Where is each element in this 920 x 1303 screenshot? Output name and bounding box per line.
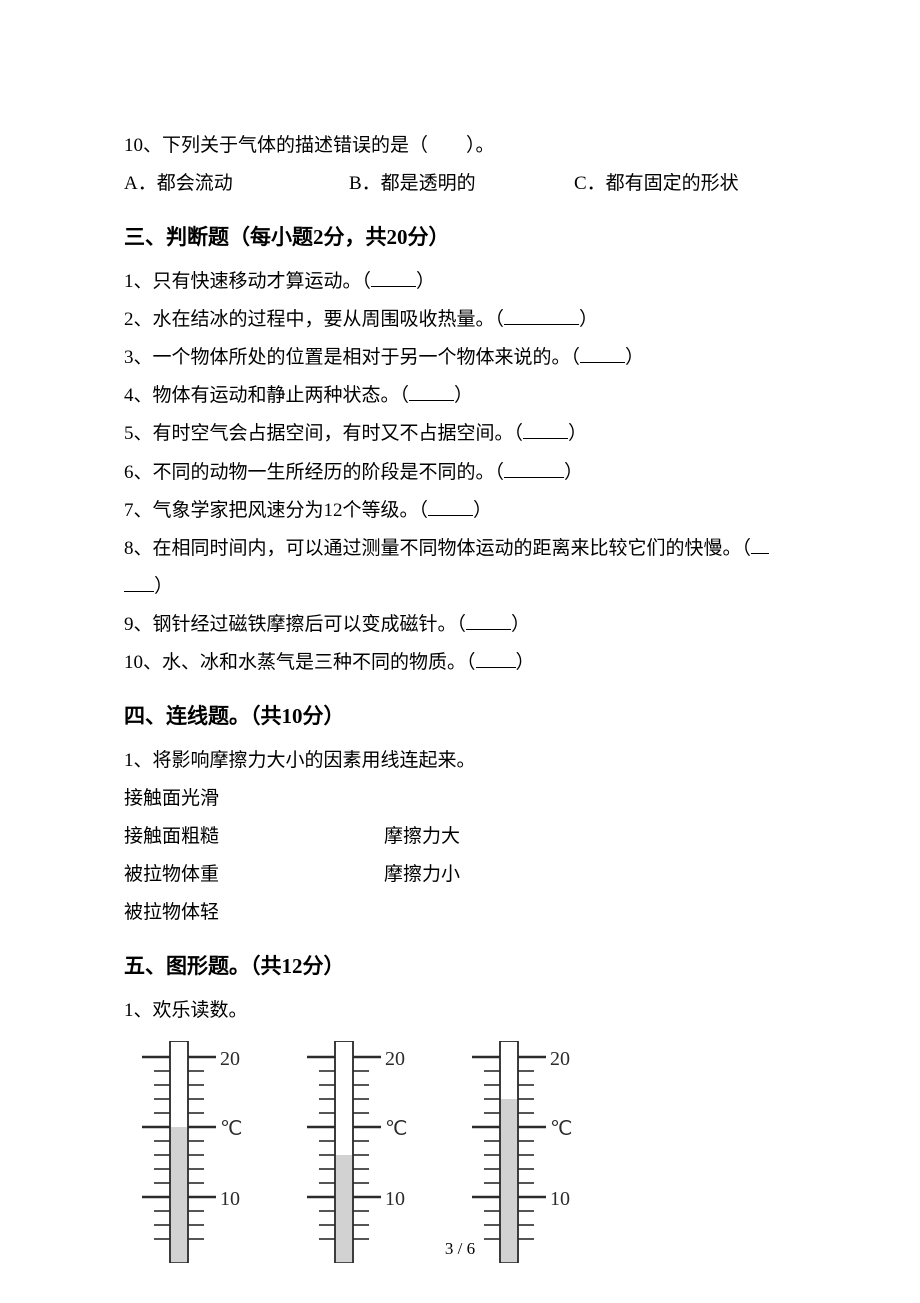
judge-4: 4、物体有运动和静止两种状态。（ ） <box>124 378 796 414</box>
document-page: 10、下列关于气体的描述错误的是（ ）。 A．都会流动 B．都是透明的 C．都有… <box>0 0 920 1303</box>
blank <box>751 534 769 554</box>
blank <box>371 267 416 287</box>
judge-1: 1、只有快速移动才算运动。（ ） <box>124 264 796 300</box>
blank <box>428 496 473 516</box>
judge-3-text-a: 3、一个物体所处的位置是相对于另一个物体来说的。（ <box>124 347 580 368</box>
judge-4-text-a: 4、物体有运动和静止两种状态。（ <box>124 385 409 406</box>
judge-1-text-a: 1、只有快速移动才算运动。（ <box>124 271 371 292</box>
judge-8-cont: ） <box>124 569 796 605</box>
match-row: 接触面光滑 <box>124 781 796 817</box>
judge-8: 8、在相同时间内，可以通过测量不同物体运动的距离来比较它们的快慢。（ <box>124 531 796 567</box>
section-5-heading: 五、图形题。（共12分） <box>124 947 796 987</box>
match-right-0: 摩擦力大 <box>384 819 796 855</box>
match-left-1: 接触面粗糙 <box>124 819 384 855</box>
judge-1-text-b: ） <box>416 271 435 292</box>
figure-prompt: 1、欢乐读数。 <box>124 993 796 1029</box>
svg-text:20: 20 <box>220 1048 240 1070</box>
judge-10-text-a: 10、水、冰和水蒸气是三种不同的物质。（ <box>124 652 476 673</box>
blank <box>504 458 564 478</box>
section-3-heading: 三、判断题（每小题2分，共20分） <box>124 218 796 258</box>
judge-6: 6、不同的动物一生所经历的阶段是不同的。（ ） <box>124 455 796 491</box>
svg-text:℃: ℃ <box>550 1118 572 1140</box>
thermometer-figures: 20 ℃ 10 20 ℃ 10 20 ℃ 10 <box>124 1041 796 1263</box>
svg-text:10: 10 <box>385 1188 405 1210</box>
question-10-options: A．都会流动 B．都是透明的 C．都有固定的形状 <box>124 166 796 202</box>
option-a: A．都会流动 <box>124 166 349 202</box>
match-right-1: 摩擦力小 <box>384 857 796 893</box>
judge-3-text-b: ） <box>625 347 644 368</box>
match-left-2: 被拉物体重 <box>124 857 384 893</box>
judge-10: 10、水、冰和水蒸气是三种不同的物质。（ ） <box>124 645 796 681</box>
question-10-text: 10、下列关于气体的描述错误的是（ ）。 <box>124 128 796 164</box>
judge-10-text-b: ） <box>516 652 535 673</box>
blank <box>476 648 516 668</box>
judge-5-text-a: 5、有时空气会占据空间，有时又不占据空间。（ <box>124 423 523 444</box>
match-row: 被拉物体轻 <box>124 895 796 931</box>
svg-text:10: 10 <box>220 1188 240 1210</box>
judge-3: 3、一个物体所处的位置是相对于另一个物体来说的。（ ） <box>124 340 796 376</box>
judge-9: 9、钢针经过磁铁摩擦后可以变成磁针。（ ） <box>124 607 796 643</box>
judge-2-text-b: ） <box>579 309 598 330</box>
match-left-3: 被拉物体轻 <box>124 895 384 931</box>
option-c: C．都有固定的形状 <box>574 166 796 202</box>
match-prompt: 1、将影响摩擦力大小的因素用线连起来。 <box>124 743 796 779</box>
blank <box>504 305 579 325</box>
judge-5: 5、有时空气会占据空间，有时又不占据空间。（ ） <box>124 416 796 452</box>
judge-8-text-b: ） <box>154 576 173 597</box>
judge-6-text-a: 6、不同的动物一生所经历的阶段是不同的。（ <box>124 462 504 483</box>
judge-6-text-b: ） <box>564 462 583 483</box>
section-4-heading: 四、连线题。（共10分） <box>124 697 796 737</box>
blank <box>580 343 625 363</box>
svg-text:20: 20 <box>385 1048 405 1070</box>
match-row: 被拉物体重 摩擦力小 <box>124 857 796 893</box>
blank <box>124 572 154 592</box>
blank <box>409 381 454 401</box>
judge-7-text-b: ） <box>473 500 492 521</box>
option-b: B．都是透明的 <box>349 166 574 202</box>
page-number: 3 / 6 <box>0 1233 920 1265</box>
svg-text:10: 10 <box>550 1188 570 1210</box>
judge-9-text-a: 9、钢针经过磁铁摩擦后可以变成磁针。（ <box>124 614 466 635</box>
judge-7: 7、气象学家把风速分为12个等级。（ ） <box>124 493 796 529</box>
judge-5-text-b: ） <box>568 423 587 444</box>
judge-4-text-b: ） <box>454 385 473 406</box>
svg-text:℃: ℃ <box>220 1118 242 1140</box>
judge-8-text-a: 8、在相同时间内，可以通过测量不同物体运动的距离来比较它们的快慢。（ <box>124 538 751 559</box>
blank <box>523 419 568 439</box>
svg-text:℃: ℃ <box>385 1118 407 1140</box>
judge-2-text-a: 2、水在结冰的过程中，要从周围吸收热量。（ <box>124 309 504 330</box>
svg-text:20: 20 <box>550 1048 570 1070</box>
match-row: 接触面粗糙 摩擦力大 <box>124 819 796 855</box>
thermometer-icon: 20 ℃ 10 <box>454 1041 584 1263</box>
thermometer-icon: 20 ℃ 10 <box>124 1041 254 1263</box>
match-left-0: 接触面光滑 <box>124 781 384 817</box>
thermometer-icon: 20 ℃ 10 <box>289 1041 419 1263</box>
blank <box>466 610 511 630</box>
judge-7-text-a: 7、气象学家把风速分为12个等级。（ <box>124 500 428 521</box>
judge-9-text-b: ） <box>511 614 530 635</box>
judge-2: 2、水在结冰的过程中，要从周围吸收热量。（ ） <box>124 302 796 338</box>
